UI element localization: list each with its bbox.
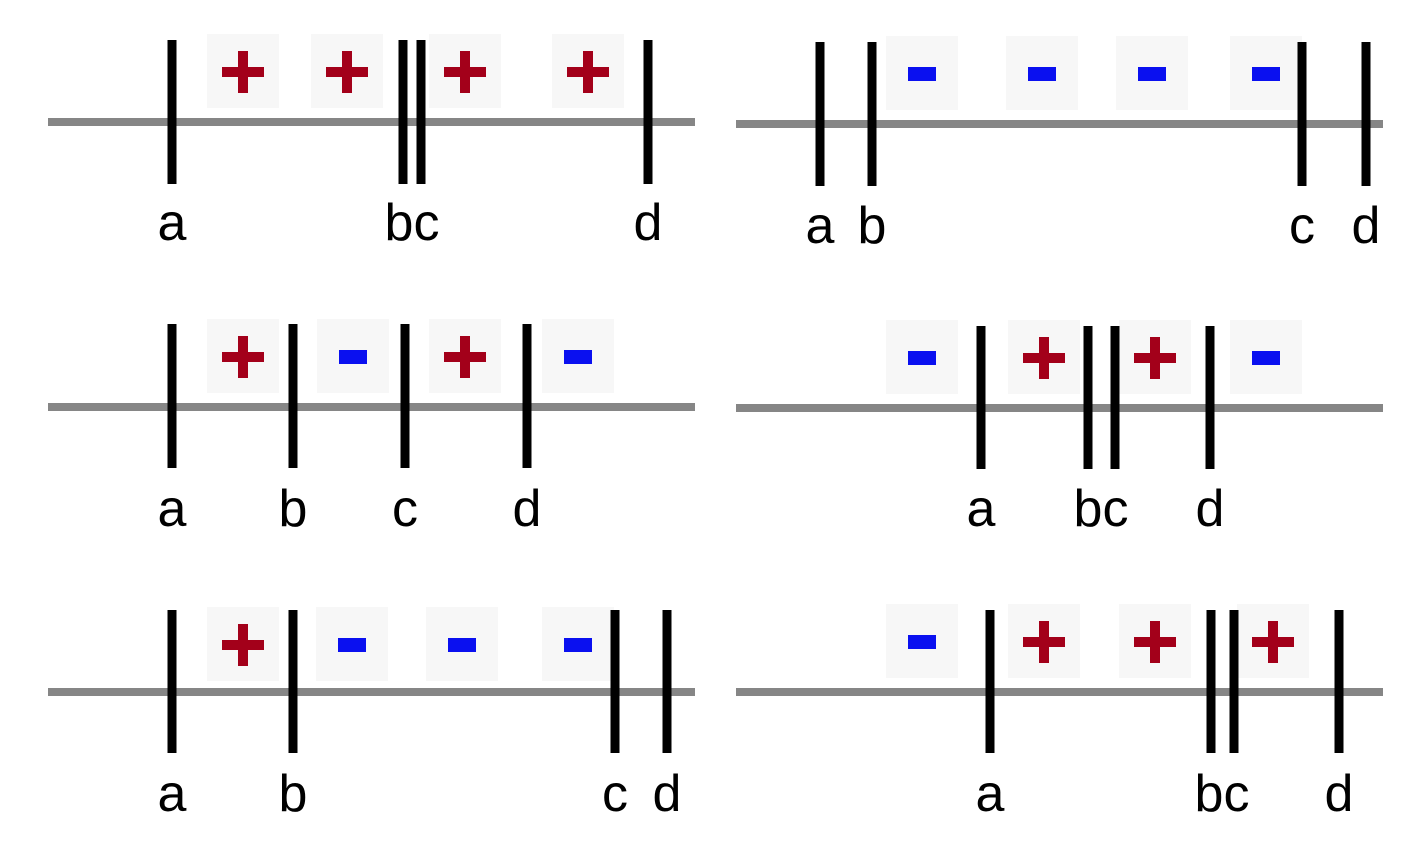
point-label: a	[806, 197, 835, 255]
plus-sign	[444, 336, 486, 378]
plus-sign	[1134, 337, 1176, 379]
minus-sign	[564, 350, 592, 364]
point-label: a	[158, 194, 187, 252]
minus-sign	[448, 638, 476, 652]
point-label: d	[1325, 765, 1354, 823]
point-label: c	[1289, 197, 1315, 255]
point-label: b	[858, 197, 887, 255]
point-label: d	[634, 194, 663, 252]
point-label: d	[513, 480, 542, 538]
plus-sign	[222, 336, 264, 378]
point-label: c	[392, 480, 418, 538]
plus-sign	[1252, 621, 1294, 663]
plus-sign	[444, 51, 486, 93]
minus-sign	[1138, 67, 1166, 81]
plus-sign	[1134, 621, 1176, 663]
point-label: bc	[385, 194, 440, 252]
minus-sign	[338, 638, 366, 652]
minus-sign	[1252, 351, 1280, 365]
plus-sign	[567, 51, 609, 93]
point-label: d	[653, 765, 682, 823]
panel-bottom-right: a bc d	[736, 604, 1383, 823]
plus-sign	[1023, 337, 1065, 379]
minus-sign	[908, 67, 936, 81]
point-label: bc	[1195, 765, 1250, 823]
panel-middle-left: a b c d	[48, 319, 695, 538]
plus-sign	[1023, 621, 1065, 663]
panel-top-left: a bc d	[48, 34, 695, 252]
plus-sign	[222, 51, 264, 93]
point-label: b	[279, 480, 308, 538]
minus-sign	[908, 351, 936, 365]
plus-sign	[222, 624, 264, 666]
point-label: a	[967, 480, 996, 538]
point-label: c	[602, 765, 628, 823]
minus-sign	[564, 638, 592, 652]
minus-sign	[1252, 67, 1280, 81]
point-label: d	[1196, 480, 1225, 538]
point-label: b	[279, 765, 308, 823]
point-label: bc	[1074, 480, 1129, 538]
point-label: a	[976, 765, 1005, 823]
minus-sign	[1028, 67, 1056, 81]
plus-sign	[326, 51, 368, 93]
minus-sign	[908, 635, 936, 649]
point-label: a	[158, 765, 187, 823]
panel-middle-right: a bc d	[736, 320, 1383, 538]
minus-sign	[339, 350, 367, 364]
point-label: d	[1352, 197, 1381, 255]
point-label: a	[158, 480, 187, 538]
